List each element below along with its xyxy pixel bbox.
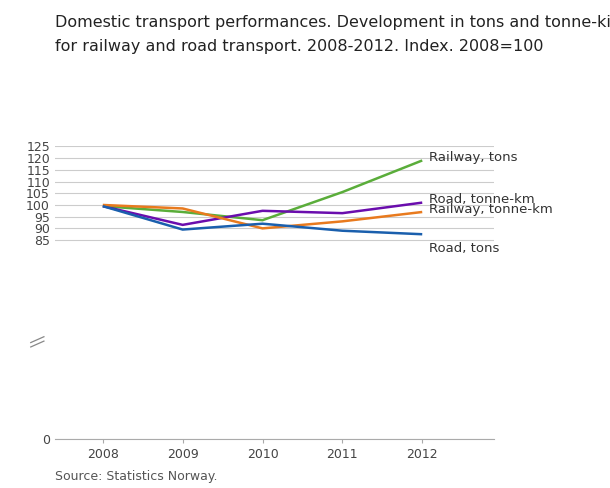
- Text: Road, tons: Road, tons: [429, 242, 500, 255]
- Text: Railway, tons: Railway, tons: [429, 151, 518, 164]
- Text: Railway, tonne-km: Railway, tonne-km: [429, 203, 553, 216]
- Text: Domestic transport performances. Development in tons and tonne-kilometres: Domestic transport performances. Develop…: [55, 15, 610, 30]
- Text: for railway and road transport. 2008-2012. Index. 2008=100: for railway and road transport. 2008-201…: [55, 39, 544, 54]
- Text: Source: Statistics Norway.: Source: Statistics Norway.: [55, 470, 217, 483]
- Text: Road, tonne-km: Road, tonne-km: [429, 193, 535, 206]
